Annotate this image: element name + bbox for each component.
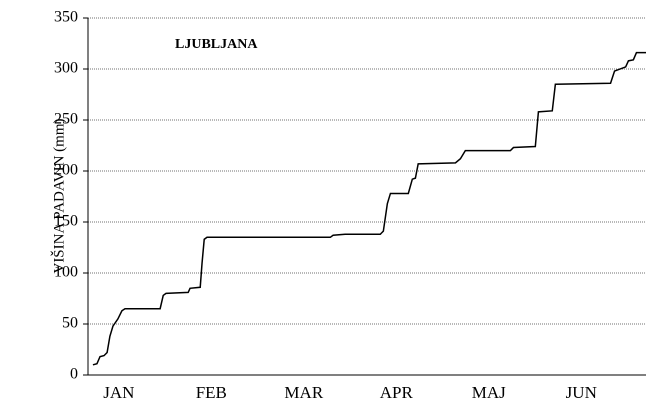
- x-tick-label: APR: [380, 383, 414, 402]
- x-tick-label: JUN: [566, 383, 597, 402]
- y-tick-label: 50: [62, 315, 78, 332]
- y-tick-label: 100: [54, 264, 78, 281]
- chart-title: LJUBLJANA: [175, 37, 258, 52]
- x-tick-label: JAN: [103, 383, 134, 402]
- y-tick-label: 350: [54, 9, 78, 26]
- y-tick-label: 250: [54, 111, 78, 128]
- y-axis-label: VIŠINA PADAVIN (mm): [50, 118, 67, 273]
- y-tick-label: 150: [54, 213, 78, 230]
- x-tick-label: FEB: [196, 383, 227, 402]
- x-tick-label: MAJ: [472, 383, 506, 402]
- data-line: [92, 51, 646, 366]
- y-tick-label: 200: [54, 162, 78, 179]
- y-tick-label: 300: [54, 60, 78, 77]
- x-tick-label: MAR: [284, 383, 323, 402]
- y-tick-label: 0: [70, 366, 78, 383]
